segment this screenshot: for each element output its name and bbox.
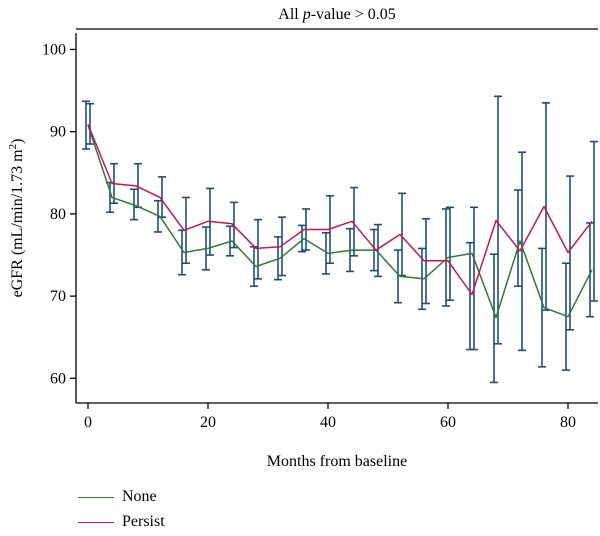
error-bar-none bbox=[322, 232, 330, 275]
error-bar-none bbox=[298, 224, 306, 253]
error-bar-persist bbox=[86, 102, 94, 145]
error-bar-persist bbox=[350, 186, 358, 257]
legend-swatch-none bbox=[78, 497, 114, 498]
series-lines bbox=[87, 124, 593, 319]
error-bar-none bbox=[394, 249, 402, 304]
legend: None Persist bbox=[78, 486, 278, 536]
x-tick-label: 40 bbox=[320, 414, 336, 431]
x-tick-label: 0 bbox=[84, 414, 92, 431]
y-tick-label: 70 bbox=[50, 288, 66, 305]
error-bar-persist bbox=[446, 206, 454, 302]
error-bar-persist bbox=[494, 95, 502, 345]
y-tick-label: 60 bbox=[50, 370, 66, 387]
legend-label-persist: Persist bbox=[122, 513, 165, 530]
error-bar-persist bbox=[158, 176, 166, 218]
y-tick-label: 100 bbox=[42, 41, 66, 58]
error-bar-none bbox=[82, 100, 90, 150]
y-axis-label: eGFR (mL/min/1.73 m2) bbox=[7, 139, 26, 298]
pvalue-bracket: All p-value > 0.05 bbox=[76, 6, 598, 30]
series-line-persist bbox=[87, 124, 593, 296]
annotation-italic: p bbox=[302, 6, 311, 23]
error-bar-persist bbox=[566, 175, 574, 331]
error-bar-persist bbox=[278, 216, 286, 277]
error-bar-none bbox=[514, 189, 522, 288]
y-axis-label-main: eGFR (mL/min/1.73 m bbox=[9, 149, 26, 298]
legend-item-persist: Persist bbox=[78, 511, 278, 536]
error-bar-persist bbox=[470, 206, 478, 351]
legend-item-none: None bbox=[78, 486, 278, 511]
error-bar-persist bbox=[374, 223, 382, 278]
legend-label-none: None bbox=[122, 488, 157, 505]
series-line-none bbox=[87, 124, 593, 319]
error-bar-persist bbox=[590, 140, 598, 302]
error-bar-persist bbox=[518, 151, 526, 352]
annotation-post: -value > 0.05 bbox=[311, 6, 396, 23]
error-bar-none bbox=[538, 247, 546, 368]
x-axis-label: Months from baseline bbox=[267, 453, 407, 470]
error-bar-none bbox=[586, 222, 594, 318]
error-bar-none bbox=[490, 253, 498, 384]
error-bars bbox=[82, 95, 598, 384]
y-tick-label: 90 bbox=[50, 124, 66, 141]
error-bar-none bbox=[154, 199, 162, 233]
x-tick-label: 80 bbox=[560, 414, 576, 431]
annotation-pre: All bbox=[278, 6, 302, 23]
x-tick-label: 20 bbox=[200, 414, 216, 431]
y-tick-label: 80 bbox=[50, 206, 66, 223]
axes: 60 70 80 90 100 0 20 40 60 80 bbox=[42, 33, 598, 431]
x-tick-label: 60 bbox=[440, 414, 456, 431]
y-axis-label-end: ) bbox=[9, 139, 26, 144]
legend-swatch-persist bbox=[78, 522, 114, 523]
error-bar-none bbox=[442, 208, 450, 307]
error-bar-none bbox=[466, 241, 474, 351]
error-bar-persist bbox=[254, 218, 262, 280]
y-axis-label-sup: 2 bbox=[7, 144, 19, 150]
pvalue-annotation: All p-value > 0.05 bbox=[278, 6, 395, 23]
